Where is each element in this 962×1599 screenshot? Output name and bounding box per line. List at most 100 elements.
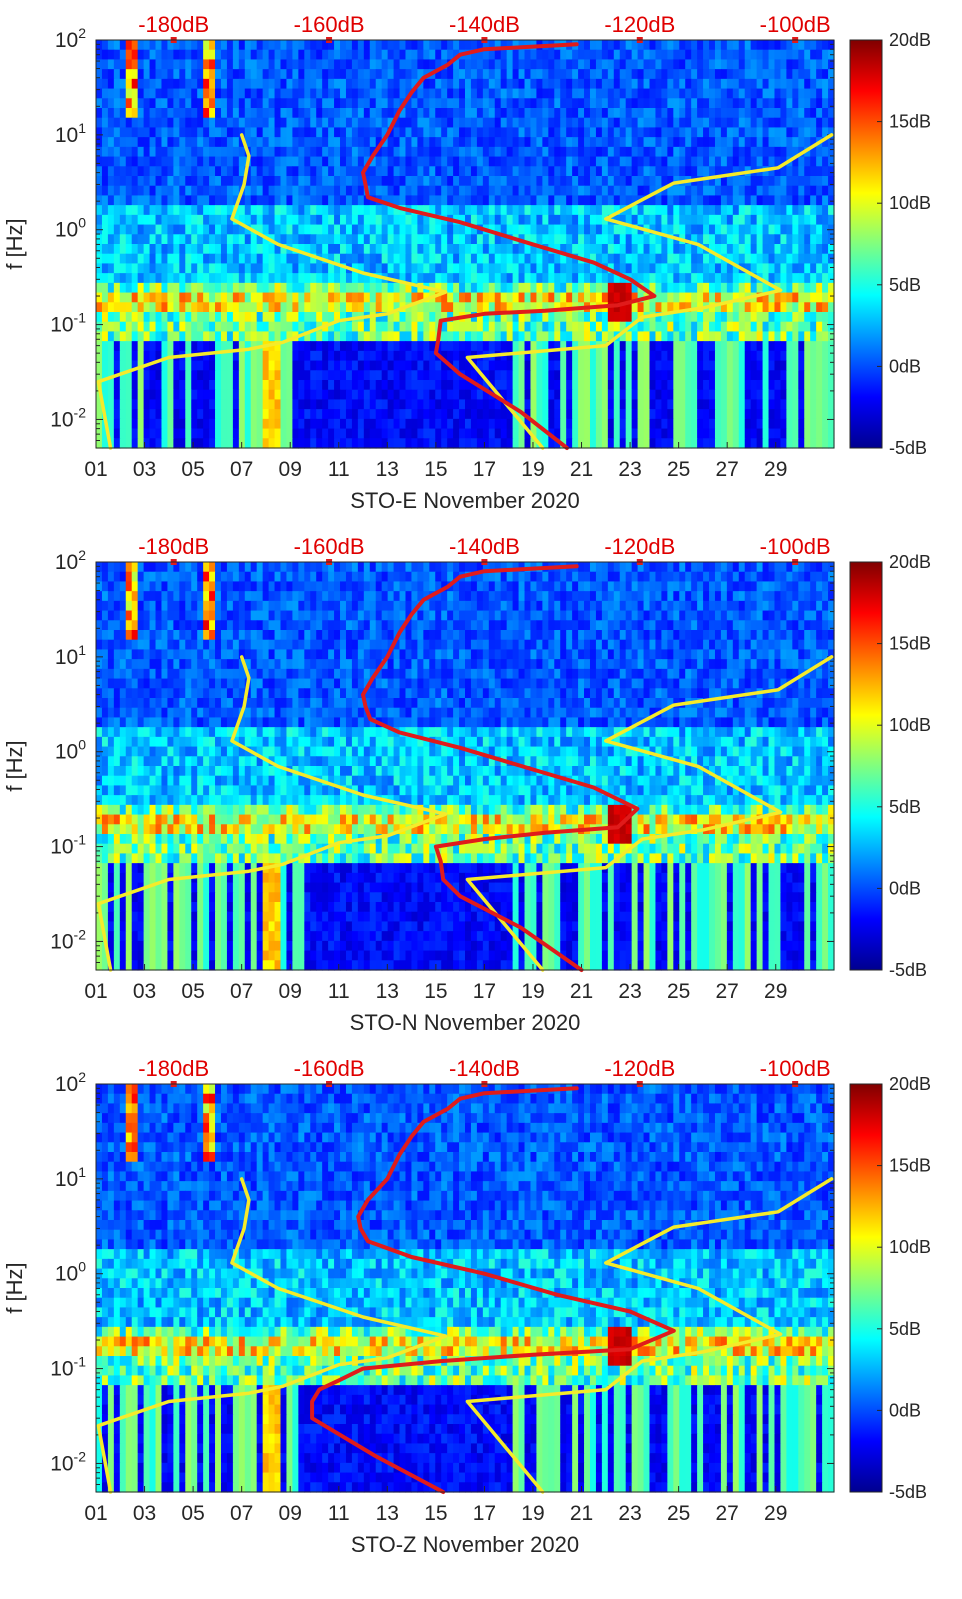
heatmap-cell bbox=[381, 244, 389, 255]
heatmap-cell bbox=[810, 389, 817, 401]
heatmap-cell bbox=[786, 195, 793, 206]
heatmap-cell bbox=[673, 389, 680, 401]
heatmap-cell bbox=[101, 428, 109, 439]
heatmap-cell bbox=[381, 98, 389, 109]
heatmap-cell bbox=[667, 146, 674, 158]
heatmap-cell bbox=[405, 282, 413, 294]
heatmap-cell bbox=[732, 224, 740, 235]
heatmap-cell bbox=[417, 166, 424, 177]
heatmap-cell bbox=[798, 360, 805, 371]
heatmap-cell bbox=[137, 273, 145, 284]
heatmap-cell bbox=[649, 214, 657, 226]
heatmap-cell bbox=[685, 234, 692, 245]
heatmap-cell bbox=[316, 312, 323, 323]
heatmap-cell bbox=[131, 127, 139, 138]
heatmap-cell bbox=[447, 321, 454, 333]
heatmap-cell bbox=[470, 409, 478, 420]
heatmap-cell bbox=[798, 108, 805, 119]
heatmap-cell bbox=[310, 205, 317, 216]
heatmap-cell bbox=[822, 88, 829, 99]
heatmap-cell bbox=[316, 389, 323, 401]
heatmap-cell bbox=[714, 69, 722, 80]
heatmap-cell bbox=[316, 292, 323, 303]
heatmap-cell bbox=[411, 244, 418, 255]
heatmap-cell bbox=[441, 418, 448, 430]
heatmap-cell bbox=[96, 331, 103, 342]
heatmap-cell bbox=[649, 49, 657, 61]
heatmap-cell bbox=[679, 360, 686, 371]
heatmap-cell bbox=[476, 292, 484, 303]
heatmap-cell bbox=[107, 282, 115, 294]
heatmap-cell bbox=[649, 370, 657, 381]
heatmap-cell bbox=[613, 59, 621, 70]
heatmap-cell bbox=[607, 399, 615, 410]
heatmap-cell bbox=[554, 88, 561, 99]
heatmap-cell bbox=[149, 292, 157, 303]
heatmap-cell bbox=[726, 321, 734, 333]
heatmap-cell bbox=[578, 98, 585, 109]
heatmap-cell bbox=[774, 137, 782, 148]
heatmap-cell bbox=[714, 127, 722, 138]
heatmap-cell bbox=[238, 98, 246, 109]
heatmap-cell bbox=[685, 409, 692, 420]
heatmap-cell bbox=[738, 418, 746, 430]
heatmap-cell bbox=[149, 409, 157, 420]
heatmap-cell bbox=[268, 292, 276, 303]
heatmap-cell bbox=[661, 146, 668, 158]
heatmap-cell bbox=[215, 428, 222, 439]
heatmap-cell bbox=[238, 59, 246, 70]
heatmap-cell bbox=[173, 59, 180, 70]
heatmap-cell bbox=[607, 166, 615, 177]
heatmap-cell bbox=[357, 399, 365, 410]
heatmap-cell bbox=[703, 389, 710, 401]
heatmap-cell bbox=[155, 399, 163, 410]
heatmap-cell bbox=[119, 370, 127, 381]
heatmap-cell bbox=[726, 302, 734, 313]
heatmap-cell bbox=[316, 146, 323, 158]
heatmap-cell bbox=[566, 418, 573, 430]
heatmap-cell bbox=[780, 69, 787, 80]
heatmap-cell bbox=[447, 418, 454, 430]
heatmap-cell bbox=[179, 253, 186, 265]
heatmap-cell bbox=[417, 350, 424, 362]
heatmap-cell bbox=[113, 98, 121, 109]
heatmap-cell bbox=[334, 312, 341, 323]
heatmap-cell bbox=[584, 399, 591, 410]
heatmap-cell bbox=[554, 205, 561, 216]
heatmap-cell bbox=[786, 282, 793, 294]
heatmap-cell bbox=[792, 108, 799, 119]
heatmap-cell bbox=[131, 224, 139, 235]
heatmap-cell bbox=[780, 166, 787, 177]
heatmap-cell bbox=[768, 69, 776, 80]
heatmap-cell bbox=[494, 108, 502, 119]
heatmap-cell bbox=[619, 321, 627, 333]
heatmap-cell bbox=[703, 185, 710, 197]
heatmap-cell bbox=[625, 176, 633, 187]
heatmap-cell bbox=[459, 156, 466, 167]
heatmap-cell bbox=[816, 88, 823, 99]
heatmap-cell bbox=[459, 176, 466, 187]
heatmap-cell bbox=[119, 350, 127, 362]
heatmap-cell bbox=[643, 108, 651, 119]
heatmap-cell bbox=[631, 360, 639, 371]
heatmap-cell bbox=[578, 312, 585, 323]
heatmap-cell bbox=[197, 69, 204, 80]
heatmap-cell bbox=[685, 78, 692, 90]
heatmap-cell bbox=[453, 166, 460, 177]
heatmap-cell bbox=[310, 224, 317, 235]
heatmap-cell bbox=[780, 409, 787, 420]
heatmap-cell bbox=[393, 40, 401, 51]
heatmap-cell bbox=[417, 137, 424, 148]
heatmap-cell bbox=[149, 176, 157, 187]
heatmap-cell bbox=[697, 185, 704, 197]
heatmap-cell bbox=[655, 244, 662, 255]
heatmap-cell bbox=[649, 244, 657, 255]
heatmap-cell bbox=[792, 224, 799, 235]
heatmap-cell bbox=[238, 146, 246, 158]
heatmap-cell bbox=[685, 214, 692, 226]
heatmap-cell bbox=[584, 370, 591, 381]
heatmap-cell bbox=[649, 195, 657, 206]
heatmap-cell bbox=[399, 321, 407, 333]
heatmap-cell bbox=[167, 137, 174, 148]
heatmap-cell bbox=[423, 108, 430, 119]
